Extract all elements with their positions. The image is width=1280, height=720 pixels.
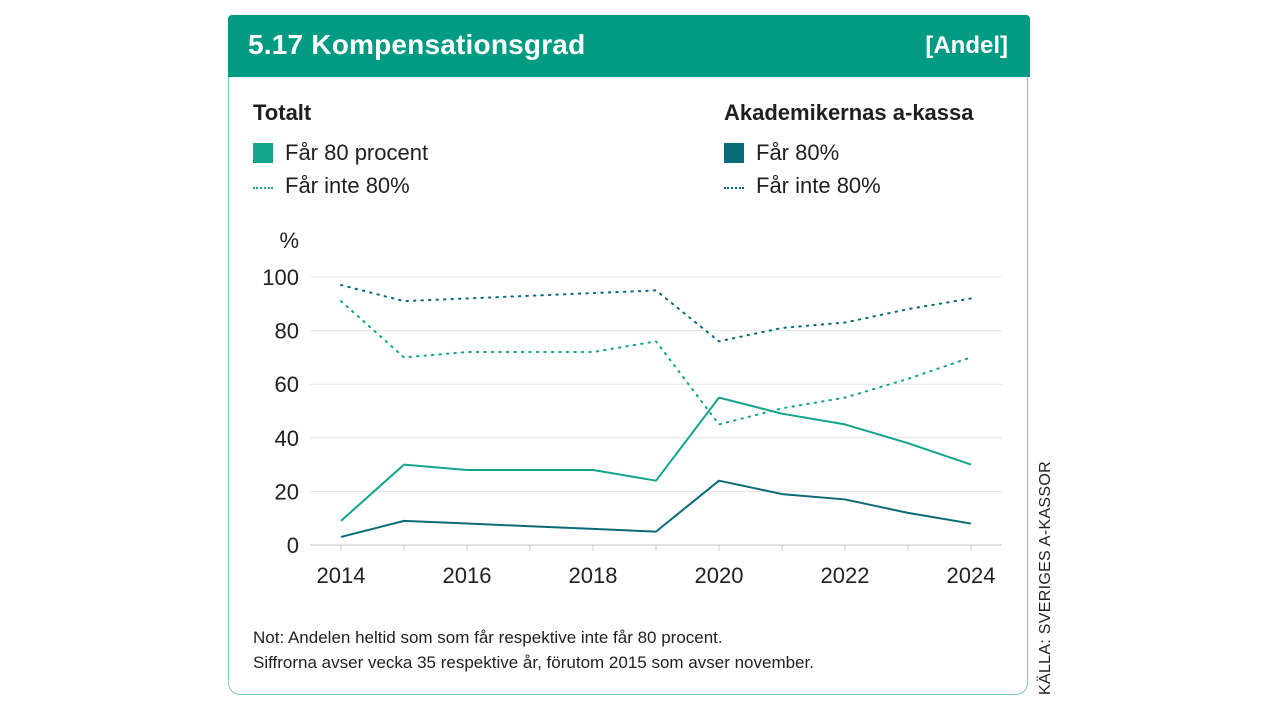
legend-item-aka-far-80: Får 80% bbox=[724, 136, 974, 169]
gridlines bbox=[310, 276, 1002, 492]
legend-swatch-dotted bbox=[253, 186, 273, 189]
x-tick-label: 2024 bbox=[947, 563, 996, 588]
x-tick-label: 2020 bbox=[695, 563, 744, 588]
legend-item-aka-far-inte-80: Får inte 80% bbox=[724, 169, 974, 202]
legend-akademikernas: Akademikernas a-kassa Får 80% Får inte 8… bbox=[724, 100, 974, 202]
y-tick-label: 0 bbox=[287, 533, 299, 558]
legend-label: Får inte 80% bbox=[756, 172, 881, 198]
series-lines bbox=[340, 284, 972, 538]
x-tick-label: 2018 bbox=[569, 563, 618, 588]
tick-labels: 0 20 40 60 80 100% 2014 2016 2018 2020 2022 2024 bbox=[262, 228, 995, 588]
figure-unit: [Andel] bbox=[925, 32, 1008, 59]
series-line-3 bbox=[340, 284, 972, 343]
legend-swatch-dotted bbox=[724, 186, 744, 189]
figure-title: 5.17 Kompensationsgrad bbox=[248, 29, 586, 60]
axes bbox=[310, 544, 1002, 551]
legend-title-totalt: Totalt bbox=[253, 100, 312, 125]
y-axis-unit: % bbox=[279, 228, 299, 253]
y-tick-label: 40 bbox=[275, 426, 299, 451]
legend-swatch-solid bbox=[724, 142, 744, 163]
y-tick-label: 60 bbox=[275, 372, 299, 397]
y-tick-label: 80 bbox=[275, 319, 299, 344]
x-tick-label: 2016 bbox=[443, 563, 492, 588]
legend-swatch-solid bbox=[253, 142, 273, 163]
legend-label: Får inte 80% bbox=[285, 172, 410, 198]
figure-header: 5.17 Kompensationsgrad [Andel] bbox=[228, 15, 1030, 77]
series-line-2 bbox=[340, 479, 972, 538]
legend-title-akademikernas: Akademikernas a-kassa bbox=[724, 100, 974, 125]
series-line-0 bbox=[340, 396, 972, 522]
note-line-1: Not: Andelen heltid som som får respekti… bbox=[253, 628, 723, 647]
note-line-2: Siffrorna avser vecka 35 respektive år, … bbox=[253, 653, 814, 672]
y-tick-label: 100 bbox=[262, 265, 299, 290]
x-tick-label: 2014 bbox=[317, 563, 366, 588]
source-label: KÄLLA: SVERIGES A-KASSOR bbox=[1037, 461, 1054, 695]
figure-card bbox=[228, 15, 1028, 695]
series-line-1 bbox=[340, 300, 972, 426]
y-tick-label: 20 bbox=[275, 479, 299, 504]
figure-note: Not: Andelen heltid som som får respekti… bbox=[253, 625, 814, 675]
legend-label: Får 80 procent bbox=[285, 139, 429, 165]
legend-item-totalt-far-80: Får 80 procent bbox=[253, 136, 428, 169]
legend-item-totalt-far-inte-80: Får inte 80% bbox=[253, 169, 428, 202]
legend-totalt: Totalt Får 80 procent Får inte 80% bbox=[253, 100, 428, 202]
legend-label: Får 80% bbox=[756, 139, 840, 165]
x-tick-label: 2022 bbox=[821, 563, 870, 588]
